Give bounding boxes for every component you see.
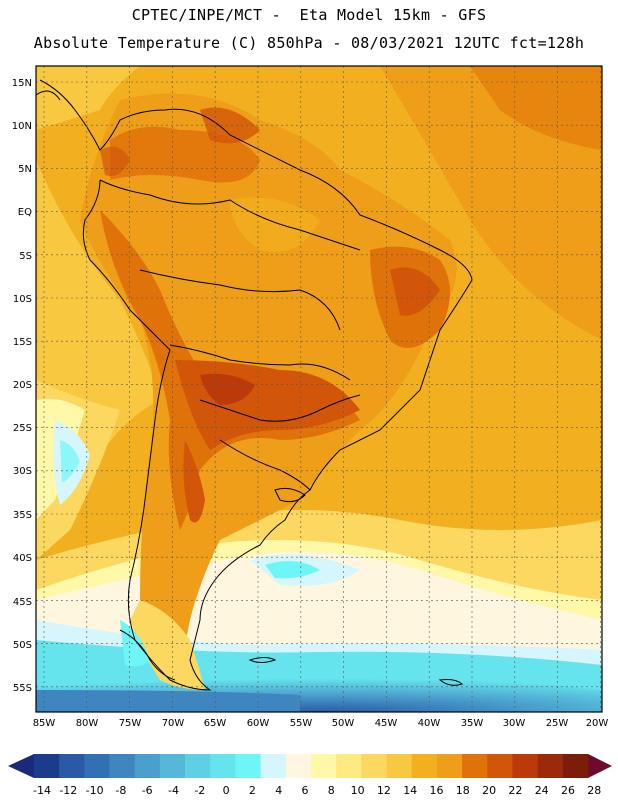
legend-swatch bbox=[336, 754, 362, 778]
legend-label: 26 bbox=[561, 784, 575, 797]
lon-label: 60W bbox=[247, 718, 270, 729]
lat-label: 40S bbox=[13, 553, 32, 564]
lat-label: 55S bbox=[13, 683, 32, 694]
legend-swatch bbox=[512, 754, 538, 778]
legend-swatch bbox=[285, 754, 312, 778]
legend-swatch bbox=[537, 754, 564, 778]
lon-label: 85W bbox=[33, 718, 56, 729]
legend-label: 28 bbox=[587, 784, 601, 797]
lon-label: 55W bbox=[290, 718, 313, 729]
legend-label: 16 bbox=[430, 784, 444, 797]
legend-label: -8 bbox=[115, 784, 126, 797]
title-line-2: Absolute Temperature (C) 850hPa - 08/03/… bbox=[33, 34, 585, 52]
legend-low-arrow bbox=[8, 754, 34, 778]
lon-label: 70W bbox=[162, 718, 185, 729]
lon-label: 35W bbox=[461, 718, 484, 729]
legend-high-arrow bbox=[588, 754, 612, 778]
legend-swatch bbox=[210, 754, 236, 778]
legend-label: -6 bbox=[142, 784, 153, 797]
lat-label: EQ bbox=[18, 207, 32, 218]
longitude-labels: 85W 80W 75W 70W 65W 60W 55W 50W 45W 40W … bbox=[33, 718, 609, 729]
legend-label: 2 bbox=[249, 784, 256, 797]
legend-label: 22 bbox=[508, 784, 522, 797]
legend-label: -10 bbox=[86, 784, 104, 797]
lon-label: 30W bbox=[503, 718, 526, 729]
legend-swatch bbox=[59, 754, 85, 778]
legend-swatch bbox=[235, 754, 261, 778]
title-line-1: CPTEC/INPE/MCT - Eta Model 15km - GFS bbox=[131, 6, 487, 24]
legend-swatch bbox=[159, 754, 186, 778]
lat-label: 35S bbox=[13, 510, 32, 521]
lon-label: 20W bbox=[586, 718, 609, 729]
legend-swatch bbox=[34, 754, 60, 778]
color-legend: -14 -12 -10 -8 -6 -4 -2 0 2 4 6 8 10 12 14 16 18 20 22 24 26… bbox=[8, 754, 612, 797]
lat-label: 5S bbox=[19, 251, 32, 262]
legend-swatch bbox=[436, 754, 463, 778]
legend-swatch bbox=[386, 754, 413, 778]
legend-label: -12 bbox=[59, 784, 77, 797]
lon-label: 50W bbox=[332, 718, 355, 729]
legend-swatch bbox=[487, 754, 513, 778]
legend-swatch bbox=[260, 754, 287, 778]
lat-label: 25S bbox=[13, 423, 32, 434]
legend-swatch bbox=[462, 754, 488, 778]
legend-label: 6 bbox=[302, 784, 309, 797]
legend-swatch bbox=[185, 754, 211, 778]
lon-label: 40W bbox=[418, 718, 441, 729]
graticule bbox=[36, 66, 602, 712]
legend-label: 8 bbox=[328, 784, 335, 797]
lon-label: 25W bbox=[546, 718, 569, 729]
legend-swatch bbox=[562, 754, 589, 778]
legend-label: 12 bbox=[377, 784, 391, 797]
legend-label: 10 bbox=[351, 784, 365, 797]
lat-label: 10S bbox=[13, 294, 32, 305]
legend-label: 18 bbox=[456, 784, 470, 797]
legend-swatch bbox=[311, 754, 337, 778]
lat-label: 15S bbox=[13, 337, 32, 348]
legend-label: 24 bbox=[535, 784, 549, 797]
lat-label: 30S bbox=[13, 466, 32, 477]
legend-label: 14 bbox=[403, 784, 417, 797]
legend-label: -4 bbox=[168, 784, 179, 797]
lon-label: 80W bbox=[76, 718, 99, 729]
lat-label: 50S bbox=[13, 640, 32, 651]
lat-label: 45S bbox=[13, 597, 32, 608]
legend-label: 0 bbox=[223, 784, 230, 797]
lat-label: 10N bbox=[12, 121, 32, 132]
temperature-field bbox=[36, 66, 602, 712]
legend-swatch bbox=[84, 754, 110, 778]
latitude-labels: 15N 10N 5N EQ 5S 10S 15S 20S 25S 30S 35S… bbox=[12, 78, 32, 694]
map-frame bbox=[35, 65, 603, 713]
coastlines bbox=[36, 79, 473, 691]
lat-label: 5N bbox=[18, 164, 32, 175]
legend-swatch bbox=[109, 754, 136, 778]
lon-label: 45W bbox=[375, 718, 398, 729]
legend-label: 4 bbox=[275, 784, 282, 797]
legend-swatch bbox=[411, 754, 438, 778]
lon-label: 75W bbox=[119, 718, 142, 729]
lat-label: 20S bbox=[13, 380, 32, 391]
legend-label: -2 bbox=[194, 784, 205, 797]
legend-swatch bbox=[361, 754, 387, 778]
lon-label: 65W bbox=[204, 718, 227, 729]
legend-swatch bbox=[134, 754, 161, 778]
lat-label: 15N bbox=[12, 78, 32, 89]
legend-label: -14 bbox=[33, 784, 51, 797]
legend-label: 20 bbox=[482, 784, 496, 797]
